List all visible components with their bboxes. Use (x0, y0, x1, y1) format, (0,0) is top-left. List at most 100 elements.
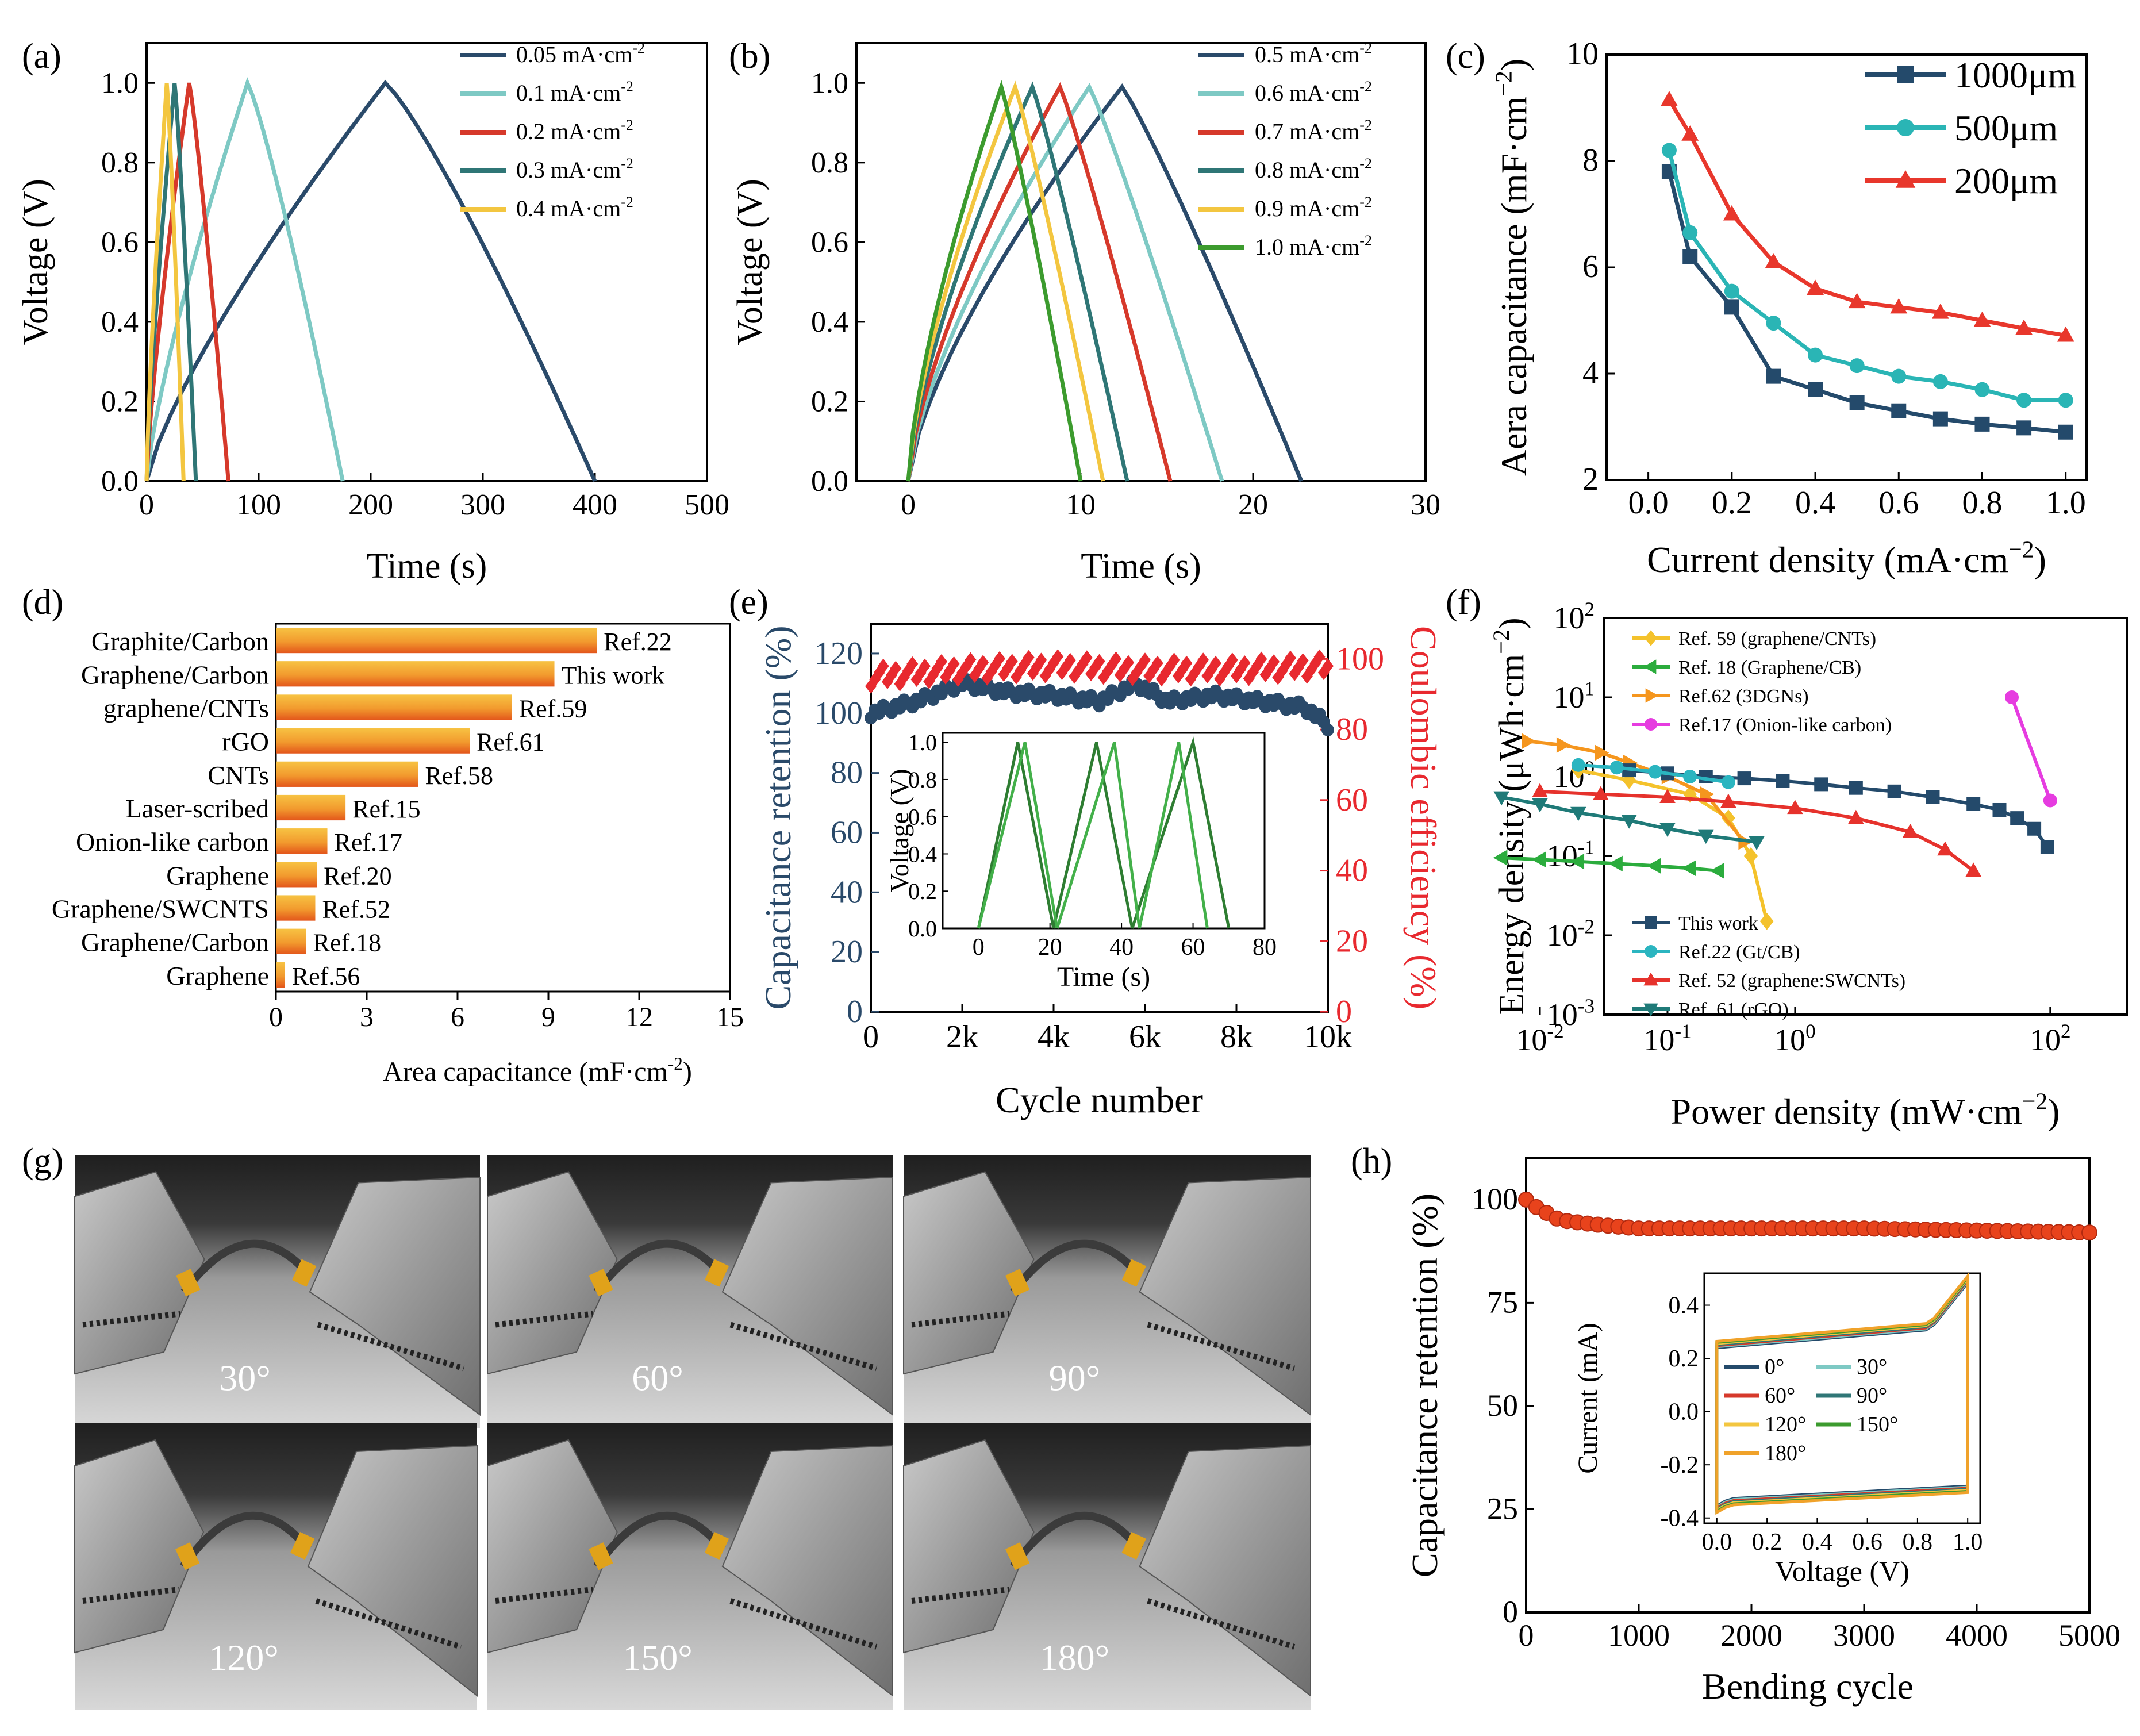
y-tick-label-sup: 2 (1584, 598, 1595, 620)
panel-label-f: (f) (1446, 583, 1481, 622)
efficiency-point-73 (1168, 652, 1180, 668)
bar-2 (276, 694, 512, 720)
flexible-device (1010, 1239, 1143, 1295)
data-point-4-6 (1849, 781, 1863, 795)
legend-label-1-main: 0.6 mA·cm (1255, 80, 1359, 106)
y-tick-label-left: 80 (831, 755, 863, 791)
legend-label-4-main: 0.9 mA·cm (1255, 195, 1359, 221)
data-point-4-3 (1737, 771, 1751, 786)
legend-label-2-sup: -2 (1359, 117, 1372, 133)
y-axis-label-sup: −2 (1490, 71, 1516, 96)
y-tick-label: 10-3 (1547, 994, 1595, 1032)
y-tick-label: 8 (1582, 143, 1599, 178)
efficiency-point-76 (1181, 655, 1193, 671)
efficiency-point-17 (935, 654, 947, 669)
inset-x-tick-label: 60 (1181, 934, 1205, 961)
efficiency-point-62 (1123, 655, 1135, 670)
gcd-curve-5 (906, 80, 1083, 482)
panel-label-a: (a) (22, 37, 62, 76)
inset-y-tick-label: 1.0 (908, 729, 937, 755)
efficiency-point-94 (1255, 651, 1267, 667)
x-tick-label-sup: -2 (1547, 1020, 1563, 1042)
efficiency-point-38 (1023, 650, 1035, 665)
inset-y-tick-label: 0.4 (1669, 1293, 1699, 1319)
y-axis-label-right: Coulombic efficiency (%) (1403, 626, 1444, 1009)
data-point-1-4 (1647, 858, 1661, 874)
x-tick-label-main: 10 (1643, 1023, 1674, 1057)
plot-frame (145, 42, 708, 482)
data-point-1-2 (1570, 853, 1585, 870)
x-tick-label: 3000 (1833, 1618, 1895, 1653)
data-point-4-9 (1966, 797, 1981, 811)
inset-legend-label-5: 150° (1857, 1412, 1898, 1437)
x-axis-label-sup: −2 (2022, 1088, 2047, 1114)
y-tick-label-main: 10 (1547, 839, 1578, 873)
legend-label-3: Ref.17 (Onion-like carbon) (1678, 715, 1892, 736)
data-point-0-9 (2016, 420, 2032, 436)
legend-label-6: Ref. 52 (graphene:SWCNTs) (1678, 970, 1905, 992)
legend-label-1: 0.6 mA·cm-2 (1255, 78, 1372, 106)
legend-label-3-sup: -2 (621, 155, 633, 172)
data-point-7-1 (1532, 798, 1548, 813)
x-tick-label: 0 (901, 489, 916, 521)
left-jaw-teeth (911, 1311, 1010, 1328)
data-point-1-5 (1681, 860, 1696, 877)
ref-label-0: Ref.22 (604, 628, 672, 656)
legend-label-5: 1.0 mA·cm-2 (1255, 232, 1372, 260)
y-tick-label: 25 (1487, 1491, 1518, 1526)
gcd-curve-4 (906, 80, 1105, 482)
data-point-2-2 (1723, 205, 1741, 221)
x-tick-label: 6k (1129, 1019, 1161, 1055)
y-tick-label-main: 10 (1553, 680, 1584, 715)
efficiency-point-59 (1110, 651, 1122, 667)
x-tick-label: 300 (460, 489, 505, 521)
legend-label-5-sup: -2 (1359, 232, 1372, 249)
right-electrode (704, 1531, 729, 1560)
inset-y-tick-label: -0.2 (1661, 1452, 1699, 1478)
x-axis-label-sup: -2 (668, 1054, 683, 1074)
y-axis-label-end: ) (1492, 617, 1531, 629)
data-point-4-7 (1887, 784, 1901, 798)
data-point-2-5 (1700, 786, 1715, 802)
x-axis-label: Bending cycle (1702, 1666, 1914, 1707)
legend-label-5-main: 1.0 mA·cm (1255, 234, 1359, 260)
x-tick-label: 4000 (1946, 1618, 2008, 1653)
right-electrode (291, 1259, 317, 1287)
efficiency-point-48 (1064, 652, 1076, 668)
data-point-1-6 (1891, 368, 1907, 384)
flexible-device (180, 1511, 312, 1569)
y-tick-label-main: 10 (1547, 997, 1578, 1032)
data-point-1-10 (2058, 393, 2073, 408)
data-point-0-4 (1808, 382, 1823, 397)
data-point-1-6 (1709, 863, 1724, 879)
efficiency-point-110 (1322, 658, 1334, 674)
y-tick-label: 6 (1582, 249, 1599, 285)
x-axis-label-main: Current density (mA·cm (1647, 539, 2008, 580)
ref-label-8: Ref.52 (322, 896, 390, 924)
inset-x-tick-label: 0 (973, 934, 985, 961)
efficiency-point-24 (965, 652, 977, 667)
efficiency-point-104 (1297, 653, 1309, 669)
x-axis-label: Cycle number (996, 1080, 1203, 1120)
data-point-1-1 (1682, 225, 1698, 240)
legend-label-2: 0.2 mA·cm-2 (516, 117, 633, 144)
x-tick-label: 20 (1238, 489, 1268, 521)
inset-x-tick-label: 1.0 (1953, 1529, 1983, 1556)
inset-y-tick-label: 0.2 (908, 878, 937, 904)
data-point-0-6 (1891, 403, 1907, 418)
legend-marker-2 (1645, 688, 1659, 703)
legend-marker-2 (1895, 170, 1916, 188)
legend-label-1-sup: -2 (621, 78, 633, 95)
x-tick-label-main: 10 (1516, 1023, 1547, 1057)
legend-label-1-main: 0.1 mA·cm (516, 80, 621, 106)
x-tick-label: 9 (541, 1002, 555, 1032)
x-tick-label: 3 (360, 1002, 374, 1032)
legend-label-3: 0.3 mA·cm-2 (516, 155, 633, 183)
efficiency-point-6 (890, 660, 902, 676)
ref-label-10: Ref.56 (292, 962, 360, 990)
x-tick-label: 0 (863, 1019, 879, 1055)
legend-marker-6 (1643, 972, 1658, 986)
data-point-0-3 (1721, 809, 1735, 827)
chart-h-bending-stability: 0 1000 2000 3000 4000 5000 0 25 50 75 100 Bending c… (1404, 1157, 2120, 1707)
y-tick-label: 50 (1487, 1388, 1518, 1423)
